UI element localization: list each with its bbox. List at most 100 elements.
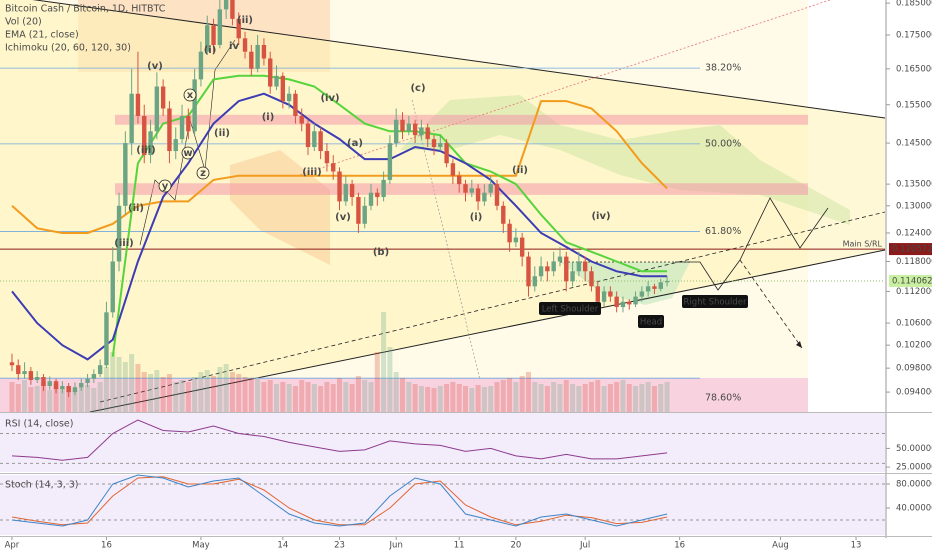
candle-body	[135, 93, 141, 116]
candle-body	[557, 256, 563, 262]
wave-label: (i)	[262, 112, 275, 123]
fib-label: 50.00%	[705, 138, 741, 149]
ema-line	[11, 92, 668, 361]
volume-bar	[217, 367, 223, 412]
volume-bar	[318, 386, 324, 412]
candle-body	[179, 115, 185, 140]
candle-body	[349, 184, 355, 198]
candle-body	[595, 286, 600, 302]
volume-bar	[59, 388, 65, 412]
candle-body	[274, 75, 279, 87]
price-tag-label: 0.114062	[892, 276, 932, 286]
volume-bar	[236, 374, 242, 412]
candle-body	[255, 44, 260, 69]
wave-label: w	[183, 148, 192, 159]
volume-bar	[274, 384, 280, 412]
volume-bar	[78, 387, 84, 412]
volume-bar	[462, 386, 468, 412]
volume-bar	[72, 390, 78, 412]
candle-body	[627, 301, 632, 305]
volume-bar	[66, 386, 72, 412]
candle-body	[242, 38, 248, 52]
wave-label: (a)	[347, 138, 363, 149]
candle-body	[324, 151, 330, 164]
candle-body	[381, 179, 386, 198]
wave-label: (ii)	[128, 203, 144, 214]
volume-bar	[362, 380, 368, 412]
volume-bar	[192, 377, 198, 412]
wave-label: (b)	[373, 247, 389, 258]
y-tick-label: 80.000000	[896, 480, 932, 490]
indicator-label: RSI (14, close)	[5, 419, 73, 430]
candle-body	[192, 79, 197, 132]
candle-body	[104, 312, 109, 366]
candle-body	[293, 93, 298, 116]
y-tick-label: 40.000000	[896, 504, 932, 514]
x-tick-label: Jul	[579, 541, 590, 550]
candle-body	[160, 86, 166, 109]
candle-body	[97, 365, 103, 375]
candle-body	[513, 237, 519, 243]
indicator-label: Stoch (14, 3, 3)	[5, 480, 79, 491]
candle-body	[167, 108, 172, 152]
volume-bar	[525, 372, 531, 412]
candle-body	[91, 374, 97, 379]
volume-bar	[330, 384, 336, 412]
stoch-pane	[0, 475, 885, 535]
legend: Bitcoin Cash / Bitcoin, 1D, HITBTC Vol (…	[5, 4, 166, 491]
candle-body	[356, 197, 361, 224]
wave-label: (iii)	[136, 145, 155, 156]
wave-label: (c)	[410, 83, 425, 94]
volume-bar	[418, 386, 424, 412]
volume-bar	[607, 384, 613, 412]
volume-bar	[425, 387, 431, 412]
volume-bar	[368, 382, 374, 412]
candle-body	[173, 139, 178, 152]
wave-label: (ii)	[512, 165, 528, 176]
candle-body	[538, 266, 544, 277]
pattern-label: Left Shoulder	[542, 305, 599, 315]
candle-body	[299, 115, 304, 124]
candle-body	[564, 256, 569, 282]
volume-bar	[292, 386, 298, 412]
volume-bar	[242, 377, 248, 412]
volume-bar	[15, 384, 21, 412]
wave-label: iv	[229, 41, 239, 52]
wave-marker	[183, 88, 197, 102]
candle-body	[148, 131, 153, 156]
candle-body	[34, 377, 40, 381]
wave-label: (v)	[335, 212, 351, 223]
volume-bar	[412, 384, 418, 412]
volume-bar	[544, 386, 550, 412]
candle-body	[28, 371, 34, 381]
volume-bar	[481, 387, 487, 412]
candle-body	[79, 383, 84, 388]
volume-bar	[431, 388, 437, 412]
candle-body	[22, 371, 27, 375]
volume-bar	[135, 364, 141, 412]
candle-body	[664, 280, 670, 283]
trend-line	[99, 211, 886, 403]
candle-body	[186, 115, 191, 132]
zone	[115, 183, 808, 195]
x-tick-label: 11	[454, 541, 465, 550]
volume-bar	[393, 372, 399, 412]
volume-bar	[551, 382, 557, 412]
candle-body	[198, 51, 204, 80]
fib-label: 38.20%	[705, 63, 741, 74]
candle-body	[154, 86, 160, 132]
volume-bar	[469, 388, 475, 412]
candle-body	[343, 184, 349, 202]
candle-body	[110, 261, 115, 313]
x-tick-label: 16	[101, 541, 112, 550]
indicator-label: Ichimoku (20, 60, 120, 30)	[5, 43, 131, 54]
candle-body	[305, 123, 311, 148]
volume-bar	[267, 380, 273, 412]
volume-bar	[355, 376, 361, 412]
x-tick-label: 20	[510, 541, 521, 550]
